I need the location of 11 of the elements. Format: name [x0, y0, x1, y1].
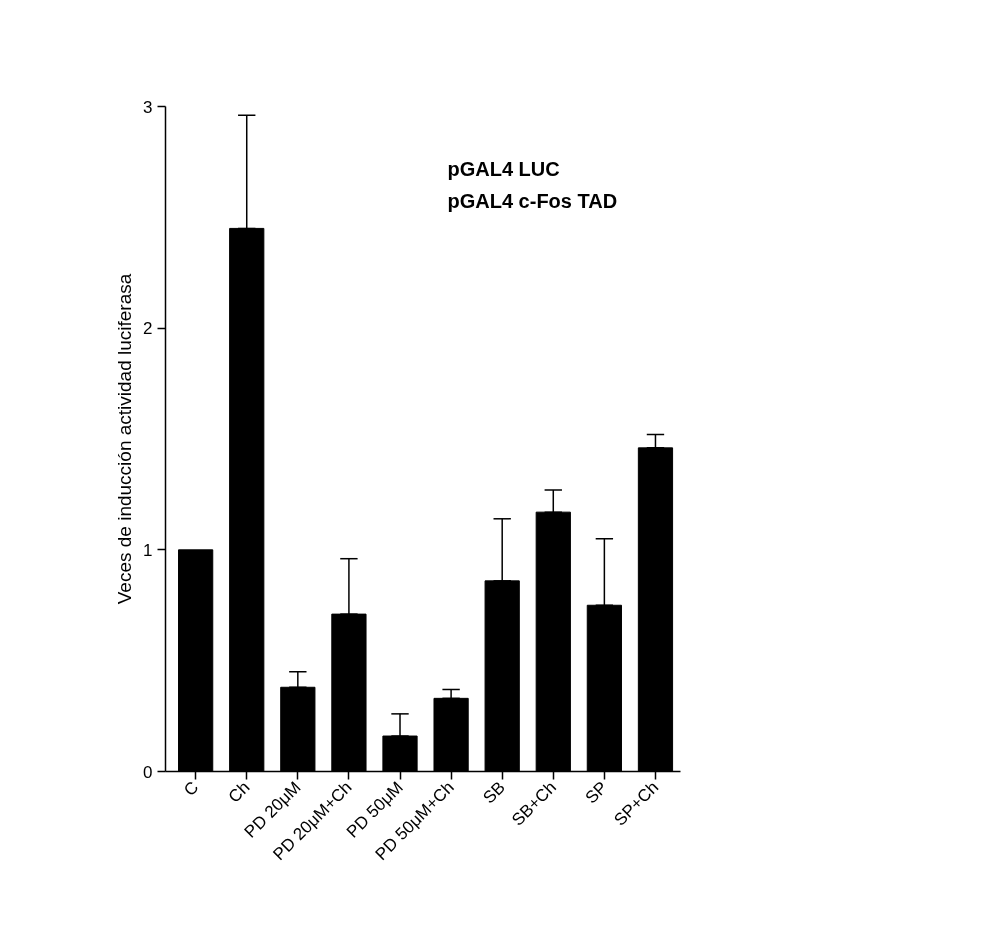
y-tick-label: 3	[143, 97, 153, 117]
x-tick-label: SP	[581, 777, 612, 808]
y-tick-label: 0	[143, 762, 153, 782]
y-tick-label: 2	[143, 319, 153, 339]
y-tick-label: 1	[143, 540, 153, 560]
annotation: pGAL4 c-Fos TAD	[447, 189, 618, 212]
x-tick-label: SB	[479, 777, 509, 808]
x-tick-label: Ch	[224, 777, 254, 807]
y-axis-title: Veces de inducción actividad luciferasa	[114, 273, 136, 605]
x-tick-label: C	[180, 777, 203, 800]
annotation: pGAL4 LUC	[447, 157, 560, 180]
